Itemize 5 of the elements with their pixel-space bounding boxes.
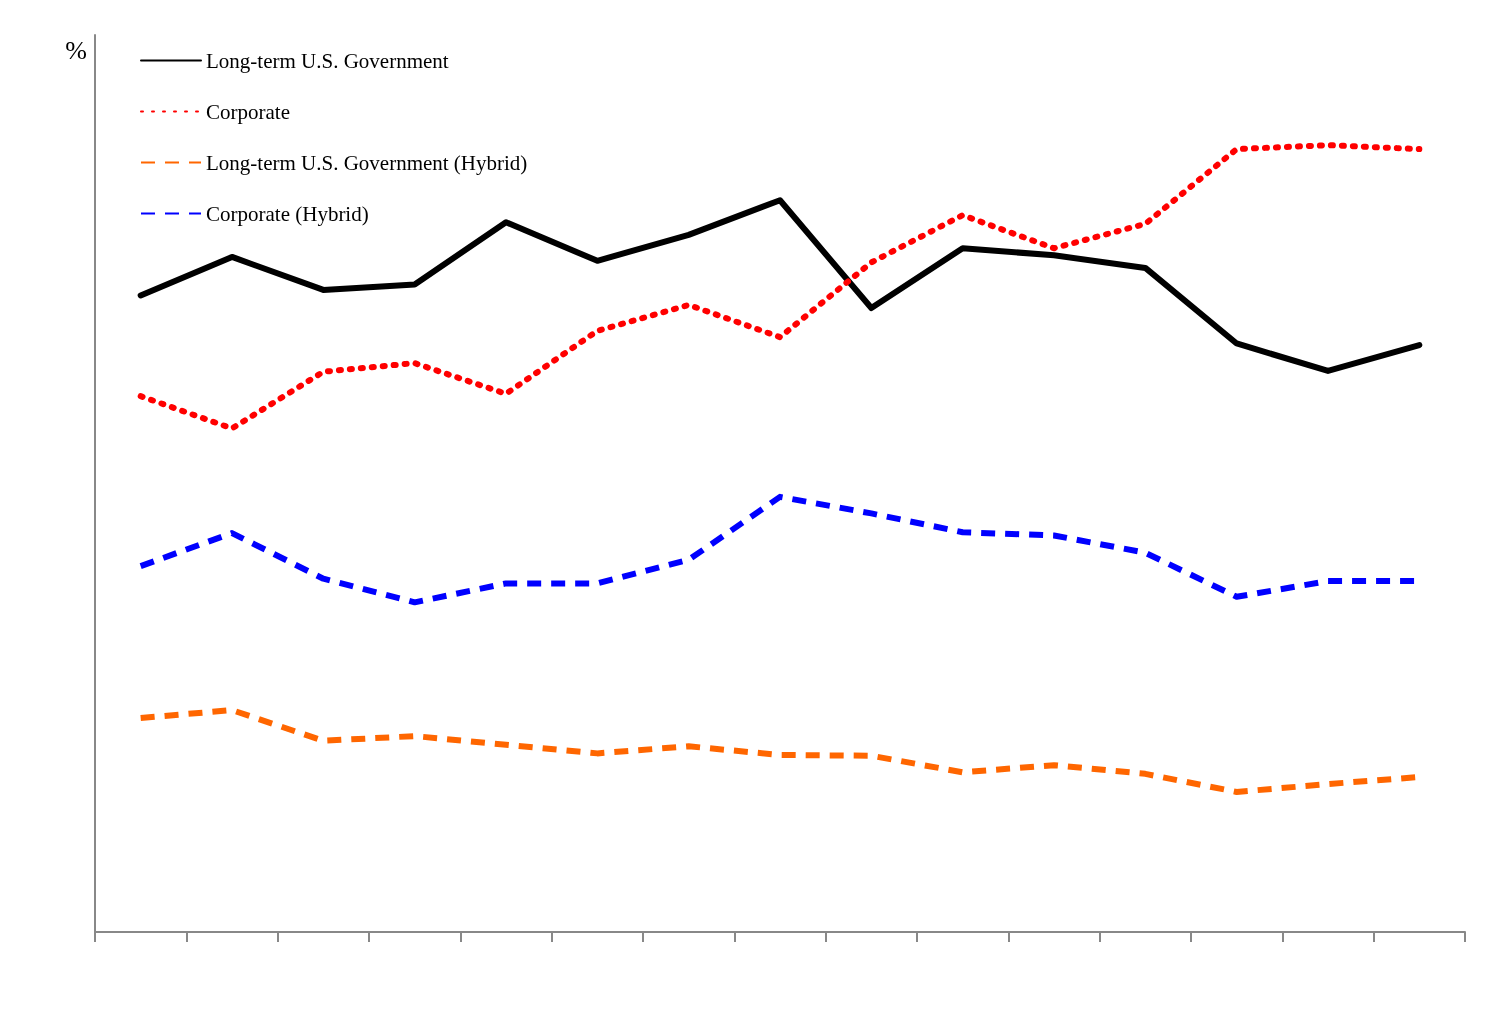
y-axis-title: % (65, 35, 87, 65)
legend-label: Corporate (Hybrid) (206, 201, 369, 226)
legend-label: Long-term U.S. Government (206, 48, 449, 73)
legend-label: Long-term U.S. Government (Hybrid) (206, 150, 528, 175)
legend-label: Corporate (206, 99, 290, 124)
